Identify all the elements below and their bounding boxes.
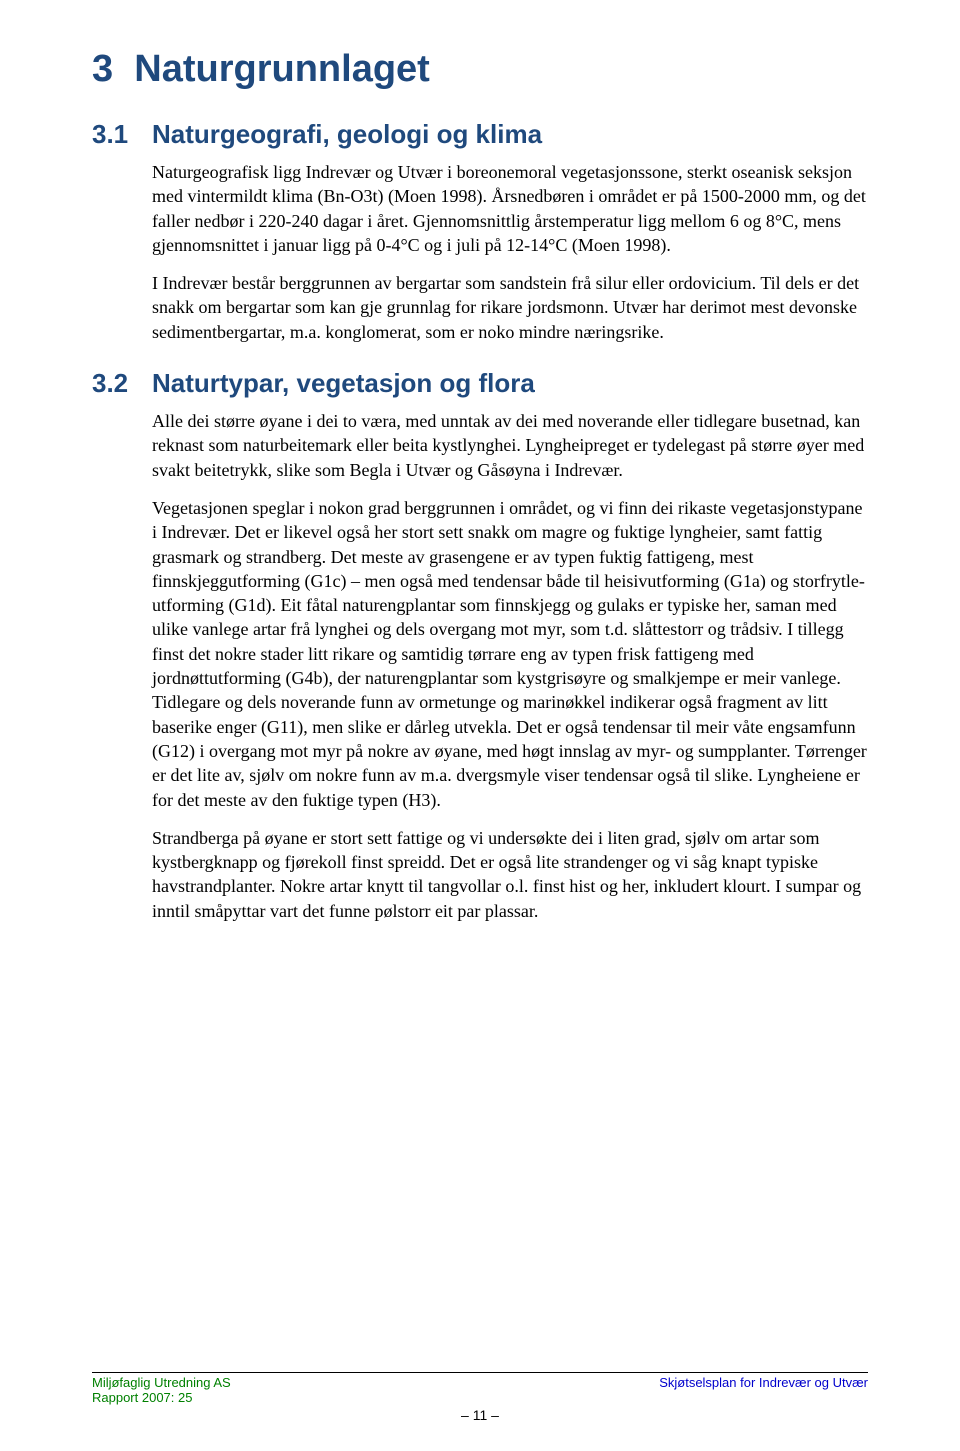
- chapter-heading: 3 Naturgrunnlaget: [92, 48, 868, 91]
- section-number: 3.1: [92, 119, 152, 150]
- paragraph: Naturgeografisk ligg Indrevær og Utvær i…: [152, 160, 868, 257]
- footer-row-2: Rapport 2007: 25: [92, 1390, 868, 1405]
- footer-report-id: Rapport 2007: 25: [92, 1390, 192, 1405]
- paragraph: Alle dei større øyane i dei to væra, med…: [152, 409, 868, 482]
- section-title: Naturgeografi, geologi og klima: [152, 119, 542, 150]
- page-number: – 11 –: [92, 1407, 868, 1423]
- section-heading-1: 3.1 Naturgeografi, geologi og klima: [92, 119, 868, 150]
- paragraph: Vegetasjonen speglar i nokon grad berggr…: [152, 496, 868, 812]
- section-body-1: Naturgeografisk ligg Indrevær og Utvær i…: [152, 160, 868, 344]
- paragraph: I Indrevær består berggrunnen av bergart…: [152, 271, 868, 344]
- section-number: 3.2: [92, 368, 152, 399]
- chapter-title: Naturgrunnlaget: [134, 48, 430, 90]
- section-body-2: Alle dei større øyane i dei to væra, med…: [152, 409, 868, 923]
- page-footer: Miljøfaglig Utredning AS Skjøtselsplan f…: [92, 1372, 868, 1423]
- section-heading-2: 3.2 Naturtypar, vegetasjon og flora: [92, 368, 868, 399]
- footer-company: Miljøfaglig Utredning AS: [92, 1375, 231, 1390]
- footer-row: Miljøfaglig Utredning AS Skjøtselsplan f…: [92, 1375, 868, 1390]
- footer-divider: [92, 1372, 868, 1373]
- chapter-number: 3: [92, 48, 113, 90]
- footer-plan-title: Skjøtselsplan for Indrevær og Utvær: [659, 1375, 868, 1390]
- section-title: Naturtypar, vegetasjon og flora: [152, 368, 535, 399]
- paragraph: Strandberga på øyane er stort sett fatti…: [152, 826, 868, 923]
